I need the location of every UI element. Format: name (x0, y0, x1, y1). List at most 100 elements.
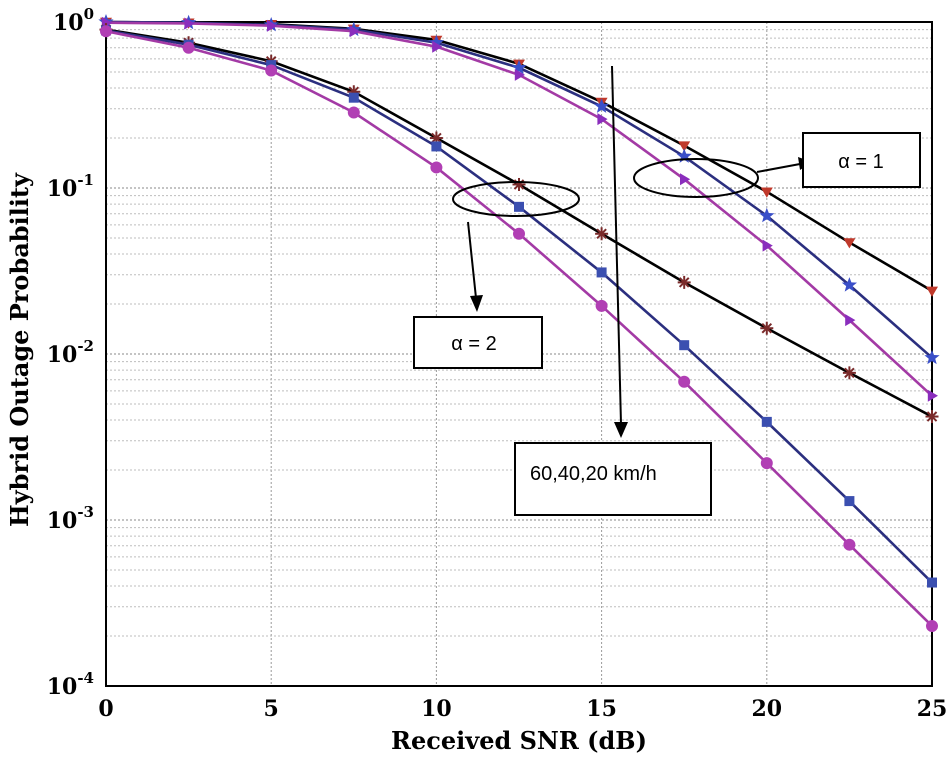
data-point-star (428, 34, 445, 50)
alpha-2-arrow-head (470, 295, 483, 312)
data-point-circle (926, 619, 938, 632)
alpha-2-ellipse (452, 181, 580, 217)
y-tick-base: 10 (47, 674, 78, 700)
data-point-asterisk (595, 227, 609, 241)
data-point-square (844, 496, 855, 507)
grid (106, 22, 932, 686)
data-point-circle (100, 25, 112, 38)
data-point-asterisk (677, 275, 691, 289)
data-point-square (431, 141, 442, 152)
data-point-square (927, 577, 937, 588)
data-point-triangle-right (927, 389, 938, 402)
data-point-triangle-right (514, 68, 525, 81)
y-axis-title: Hybrid Outage Probability (5, 172, 34, 527)
y-tick-exponent: -2 (77, 337, 94, 355)
y-tick-base: 10 (53, 10, 84, 36)
series-6 (100, 25, 938, 632)
series-3 (101, 16, 938, 402)
data-point-asterisk (842, 366, 856, 380)
x-tick-label: 20 (751, 696, 782, 722)
data-point-star (676, 148, 692, 163)
alpha-2-label: α = 2 (451, 333, 496, 355)
alpha-1-arrow-line (756, 163, 801, 173)
data-point-triangle-down (678, 141, 691, 152)
y-tick-exponent: 0 (84, 5, 94, 23)
annotation-alpha-2: α = 2 (413, 181, 580, 369)
y-tick-base: 10 (47, 176, 78, 202)
y-tick-label: 10-4 (47, 669, 94, 700)
alpha-1-ellipse (633, 158, 759, 198)
y-tick-label: 100 (53, 5, 94, 36)
y-tick-exponent: -3 (77, 503, 94, 521)
asterisk-stroke (678, 277, 690, 288)
data-point-triangle-down (843, 238, 856, 249)
data-point-square (596, 267, 607, 278)
data-point-square (761, 416, 772, 427)
speeds-label-box (514, 442, 712, 516)
data-point-asterisk (760, 321, 774, 335)
y-tick-exponent: -4 (77, 669, 94, 687)
data-point-circle (843, 538, 856, 551)
y-tick-label: 10-2 (47, 337, 94, 368)
speeds-label: 60,40,20 km/h (530, 463, 657, 485)
data-point-star (511, 59, 527, 75)
y-tick-base: 10 (47, 342, 78, 368)
data-point-star (759, 207, 775, 223)
speeds-arrow-head (614, 422, 628, 438)
x-tick-label: 0 (98, 696, 113, 722)
data-point-asterisk (925, 410, 939, 424)
data-point-circle (513, 227, 525, 240)
alpha-1-label: α = 1 (838, 151, 883, 173)
data-point-star (924, 349, 940, 365)
annotation-alpha-1: α = 1 (633, 132, 921, 198)
x-tick-label: 10 (421, 696, 452, 722)
y-tick-base: 10 (47, 508, 78, 534)
asterisk-stroke (844, 367, 855, 379)
data-point-square (514, 201, 524, 212)
x-tick-label: 25 (917, 696, 948, 722)
data-point-triangle-right (432, 40, 443, 53)
alpha-1-label-box (802, 132, 921, 188)
x-tick-labels: 0 5 10 15 20 25 (98, 696, 947, 722)
y-tick-label: 10-3 (47, 503, 94, 534)
x-tick-label: 15 (586, 696, 617, 722)
data-point-triangle-right (184, 17, 195, 30)
data-point-triangle-right (267, 19, 278, 32)
annotation-speeds: 60,40,20 km/h (514, 65, 712, 516)
alpha-2-label-box (413, 316, 543, 369)
speeds-arrow-line (611, 65, 622, 425)
alpha-2-arrow-line (467, 221, 477, 299)
data-point-circle (182, 41, 195, 54)
data-point-asterisk (512, 177, 526, 191)
data-point-triangle-right (762, 239, 773, 252)
data-point-circle (595, 299, 608, 312)
asterisk-stroke (761, 322, 773, 334)
data-point-triangle-right (349, 25, 360, 38)
data-point-circle (760, 457, 773, 470)
data-point-circle (265, 64, 278, 77)
data-point-circle (347, 106, 360, 119)
data-point-star (593, 98, 610, 113)
data-point-circle (678, 375, 691, 388)
x-tick-label: 5 (264, 696, 279, 722)
data-point-triangle-right (597, 113, 608, 126)
data-point-circle (430, 161, 443, 174)
data-point-triangle-down (760, 187, 773, 198)
data-point-star (841, 277, 858, 292)
series-group (98, 14, 940, 632)
data-point-asterisk (429, 131, 443, 145)
y-tick-exponent: -1 (77, 171, 94, 189)
asterisk-stroke (596, 228, 607, 240)
y-tick-label: 10-1 (47, 171, 94, 202)
data-point-square (348, 92, 359, 103)
data-point-square (679, 340, 690, 351)
asterisk-stroke (431, 132, 442, 144)
data-point-triangle-down (926, 286, 938, 297)
data-point-triangle-right (845, 314, 856, 327)
asterisk-stroke (926, 411, 938, 422)
x-axis-title: Received SNR (dB) (391, 726, 647, 755)
data-point-triangle-right (680, 173, 691, 186)
